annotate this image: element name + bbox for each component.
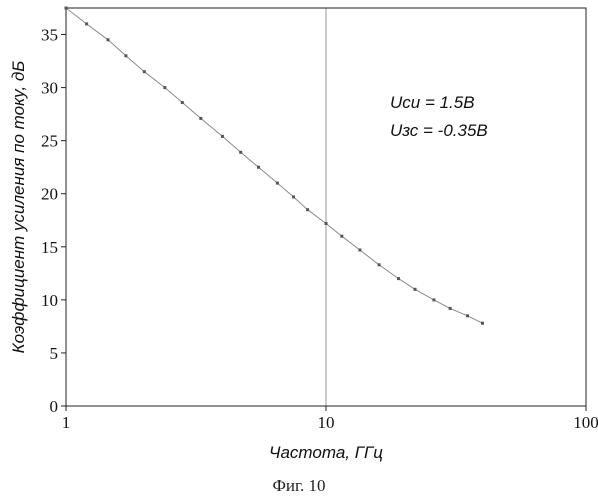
data-point-21 (449, 307, 452, 310)
grid-lines (66, 8, 586, 406)
data-point-22 (466, 314, 469, 317)
chart: 0 5 10 15 20 25 30 35 1 10 100 Частота, ГГц Коэффи… (0, 0, 598, 476)
data-point-7 (199, 117, 202, 120)
x-tick-label-2: 100 (573, 413, 598, 432)
annotation-uds: Uси = 1.5В (390, 93, 475, 112)
data-point-5 (163, 86, 166, 89)
data-point-20 (432, 298, 435, 301)
y-tick-label-0: 0 (50, 397, 59, 416)
data-point-6 (181, 101, 184, 104)
x-tick-label-0: 1 (62, 413, 71, 432)
y-tick-label-1: 5 (50, 344, 59, 363)
data-point-0 (65, 7, 68, 10)
y-tick-label-2: 10 (41, 291, 58, 310)
data-point-2 (107, 38, 110, 41)
x-axis-title: Частота, ГГц (269, 443, 383, 462)
data-point-9 (239, 151, 242, 154)
data-point-18 (397, 277, 400, 280)
y-tick-label-3: 15 (41, 238, 58, 257)
y-tick-label-7: 35 (41, 26, 58, 45)
axis-ticks: 0 5 10 15 20 25 30 35 1 10 100 (41, 26, 598, 432)
data-point-17 (378, 263, 381, 266)
data-point-14 (325, 222, 328, 225)
series-markers (65, 7, 485, 325)
data-point-8 (221, 135, 224, 138)
annotation-ugs: Uзс = -0.35В (390, 121, 488, 140)
data-point-23 (481, 322, 484, 325)
x-tick-label-1: 10 (318, 413, 335, 432)
data-point-15 (340, 235, 343, 238)
data-point-3 (124, 54, 127, 57)
y-tick-label-6: 30 (41, 79, 58, 98)
data-point-13 (306, 208, 309, 211)
data-point-1 (85, 22, 88, 25)
figure-caption: Фиг. 10 (0, 476, 598, 496)
data-point-11 (276, 182, 279, 185)
data-point-4 (143, 70, 146, 73)
series-line (66, 8, 483, 323)
data-point-16 (358, 249, 361, 252)
data-point-12 (292, 195, 295, 198)
y-tick-label-5: 25 (41, 132, 58, 151)
data-point-10 (257, 166, 260, 169)
y-tick-label-4: 20 (41, 185, 58, 204)
data-point-19 (414, 288, 417, 291)
y-axis-title: Коэффициент усиления по току, дБ (9, 61, 28, 354)
